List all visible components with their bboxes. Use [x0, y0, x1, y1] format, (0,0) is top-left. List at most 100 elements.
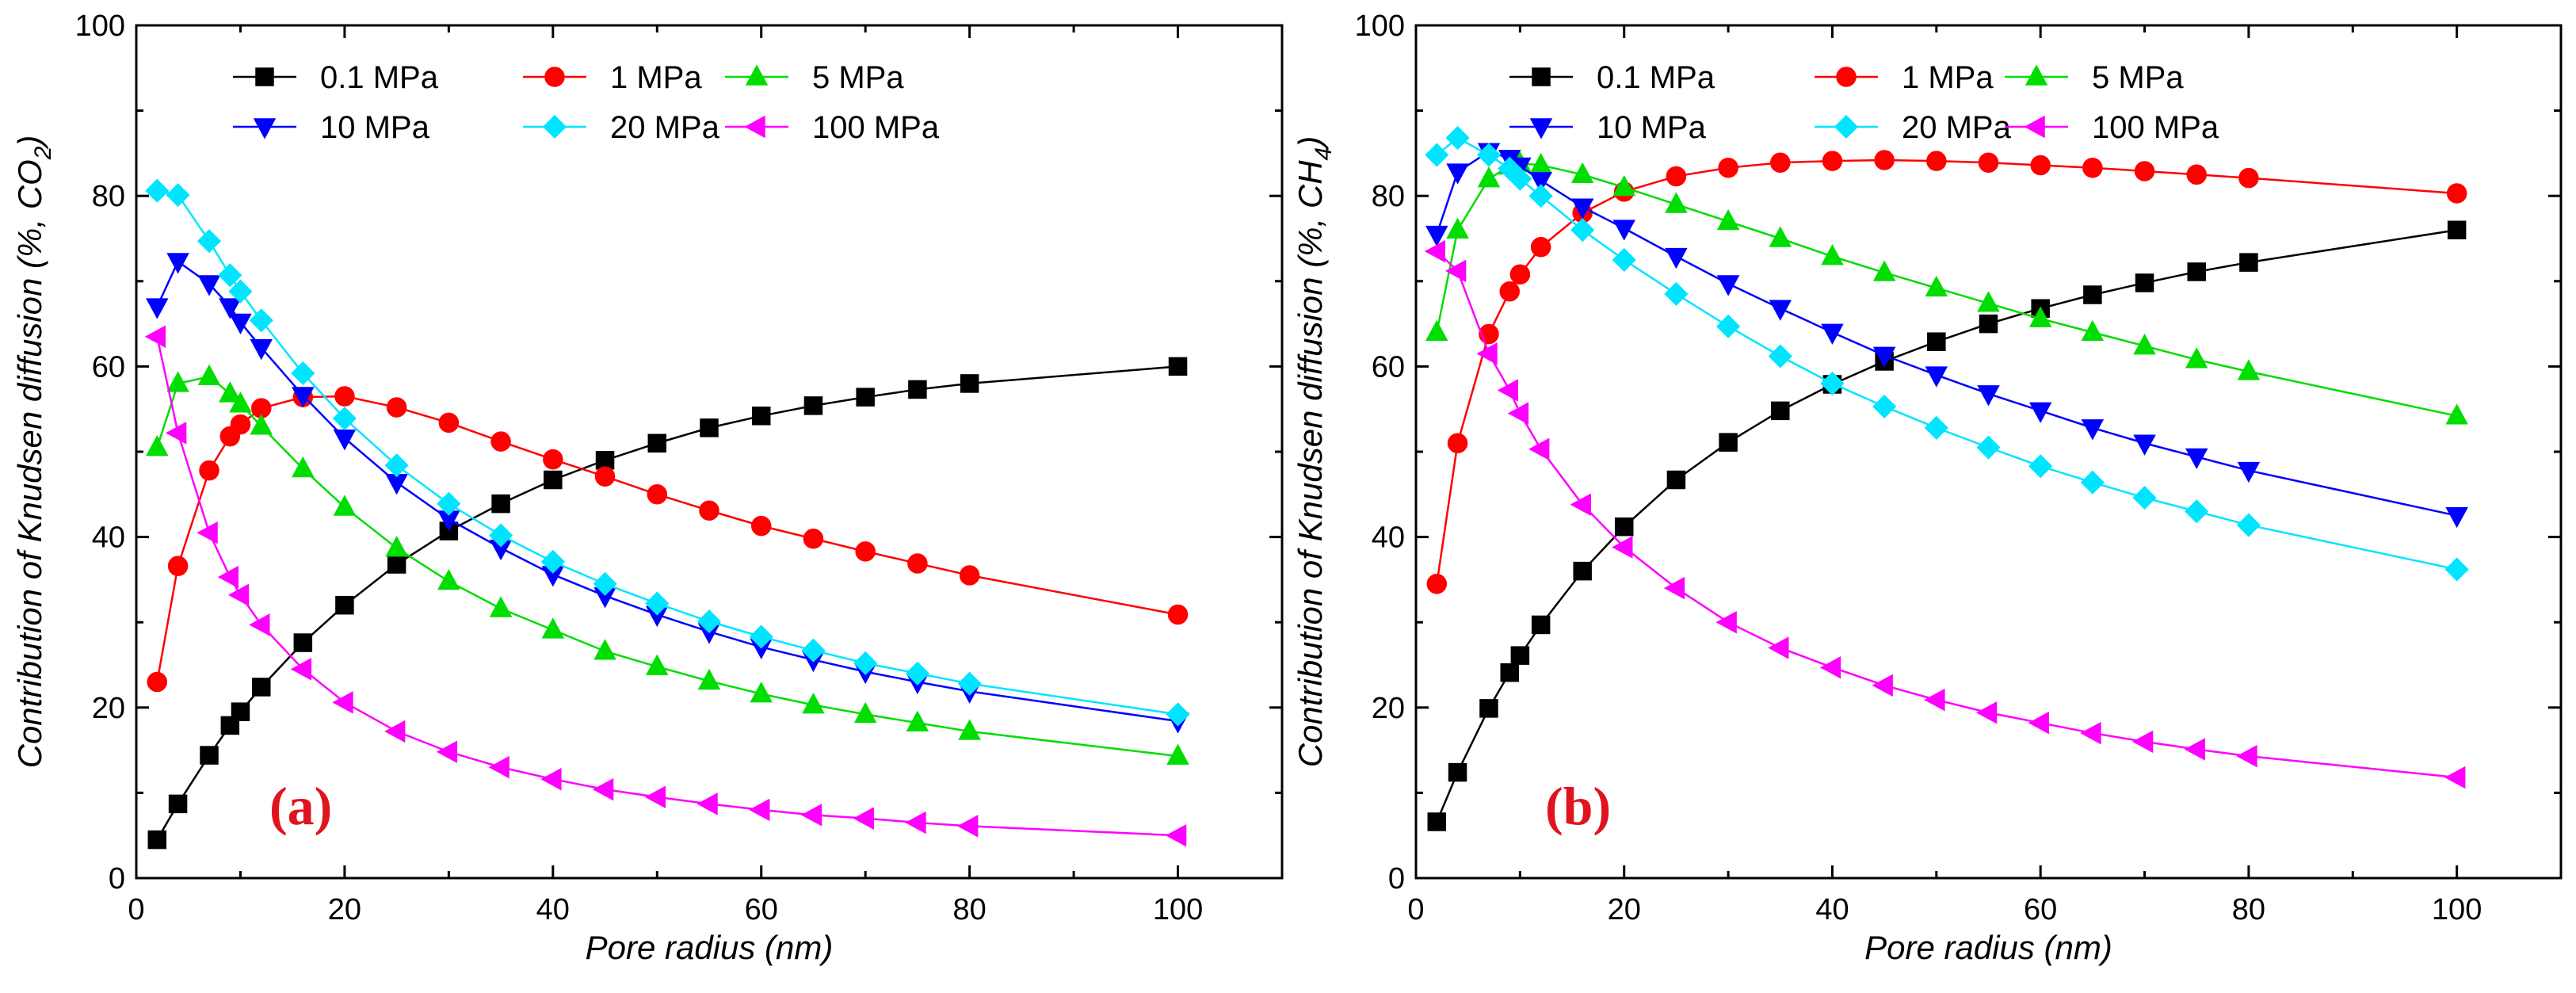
data-point [1529, 172, 1552, 193]
data-point [2081, 419, 2105, 441]
data-point [197, 521, 218, 544]
data-point [801, 638, 826, 663]
series-0-1-mpa [1427, 220, 2467, 831]
data-point [1715, 610, 1737, 634]
legend-label: 1 MPa [1902, 60, 1994, 95]
series-0-1-mpa [147, 357, 1188, 850]
data-point [1528, 437, 1550, 461]
series-5-mpa [1425, 151, 2468, 425]
data-point [1528, 184, 1553, 208]
x-tick-label: 0 [128, 893, 144, 926]
data-point [2028, 711, 2049, 735]
legend-entry: 10 MPa [233, 110, 430, 145]
data-point [1510, 646, 1530, 665]
data-point [803, 396, 823, 415]
legend-label: 10 MPa [1597, 110, 1707, 145]
data-point [1427, 812, 1447, 831]
x-tick-label: 80 [952, 893, 986, 926]
y-axis-title-subscript: 4 [1311, 147, 1337, 161]
data-point [2445, 403, 2468, 425]
data-point [1926, 151, 1947, 171]
data-point [749, 624, 773, 649]
data-point [1872, 394, 1897, 419]
data-point [1666, 470, 1686, 490]
series-10-mpa [146, 253, 1189, 734]
data-point [385, 473, 408, 495]
data-point [1570, 198, 1594, 220]
y-tick-label: 40 [92, 521, 125, 555]
data-point [1927, 332, 1946, 351]
data-point [1499, 281, 1520, 302]
data-point [2445, 506, 2468, 529]
data-point [1166, 702, 1190, 727]
data-point [646, 654, 669, 675]
data-point [489, 596, 513, 617]
data-point [292, 387, 315, 408]
data-point [1819, 655, 1841, 679]
data-point [645, 591, 670, 616]
data-point [960, 374, 979, 393]
data-point [593, 639, 616, 660]
y-tick-label: 0 [1388, 862, 1405, 896]
data-point [853, 701, 877, 724]
data-point [1769, 226, 1792, 247]
data-point [250, 338, 273, 361]
data-point [1446, 217, 1469, 239]
data-point [1530, 237, 1551, 258]
data-point [2135, 273, 2154, 292]
data-point [1768, 636, 1789, 659]
legend-entry: 5 MPa [725, 60, 904, 95]
data-point [1612, 220, 1635, 241]
data-point [696, 792, 718, 815]
data-point [2447, 220, 2467, 239]
data-point [2184, 738, 2205, 761]
data-point [438, 412, 460, 433]
x-tick-label: 100 [1153, 893, 1203, 926]
data-point [197, 275, 221, 296]
x-tick-label: 20 [1608, 893, 1641, 926]
data-point [229, 313, 252, 335]
y-axis-title-main: Contribution of Knudsen diffusion (%, CH [1292, 160, 1329, 767]
data-point [334, 386, 355, 407]
data-point [1975, 701, 1998, 724]
legend-label: 10 MPa [320, 110, 430, 145]
x-tick-label: 20 [328, 893, 361, 926]
data-point [1821, 323, 1844, 345]
data-point [544, 470, 563, 490]
data-point [227, 583, 250, 607]
data-point [1426, 574, 1448, 594]
data-point [1768, 344, 1792, 369]
data-point [1166, 743, 1189, 765]
data-point [144, 325, 166, 348]
data-point [593, 571, 617, 596]
series-line [1436, 229, 2457, 823]
x-tick-label: 100 [2432, 893, 2482, 926]
data-point [1820, 371, 1845, 395]
legend-entry: 1 MPa [523, 60, 702, 95]
data-point [958, 719, 981, 740]
data-point [1477, 166, 1501, 188]
data-point [908, 380, 927, 399]
data-point [2030, 155, 2051, 176]
panel-label: (b) [1545, 776, 1611, 836]
series-10-mpa [1425, 143, 2468, 529]
data-point [1719, 433, 1738, 452]
legend-marker [1529, 118, 1553, 139]
data-point [2131, 730, 2154, 754]
data-point [2187, 262, 2206, 281]
legend-marker [542, 114, 567, 139]
data-point [200, 746, 219, 765]
data-point [1447, 433, 1468, 453]
data-point [1977, 291, 2000, 312]
y-axis-title-end: ) [1292, 136, 1329, 151]
data-point [1507, 402, 1529, 425]
data-point [2238, 167, 2259, 189]
legend-marker [745, 64, 769, 86]
data-point [1424, 239, 1446, 263]
data-point [1612, 536, 1633, 559]
data-point [699, 500, 719, 521]
data-point [1978, 152, 1999, 173]
data-point [387, 555, 406, 574]
y-tick-label: 40 [1372, 521, 1405, 555]
